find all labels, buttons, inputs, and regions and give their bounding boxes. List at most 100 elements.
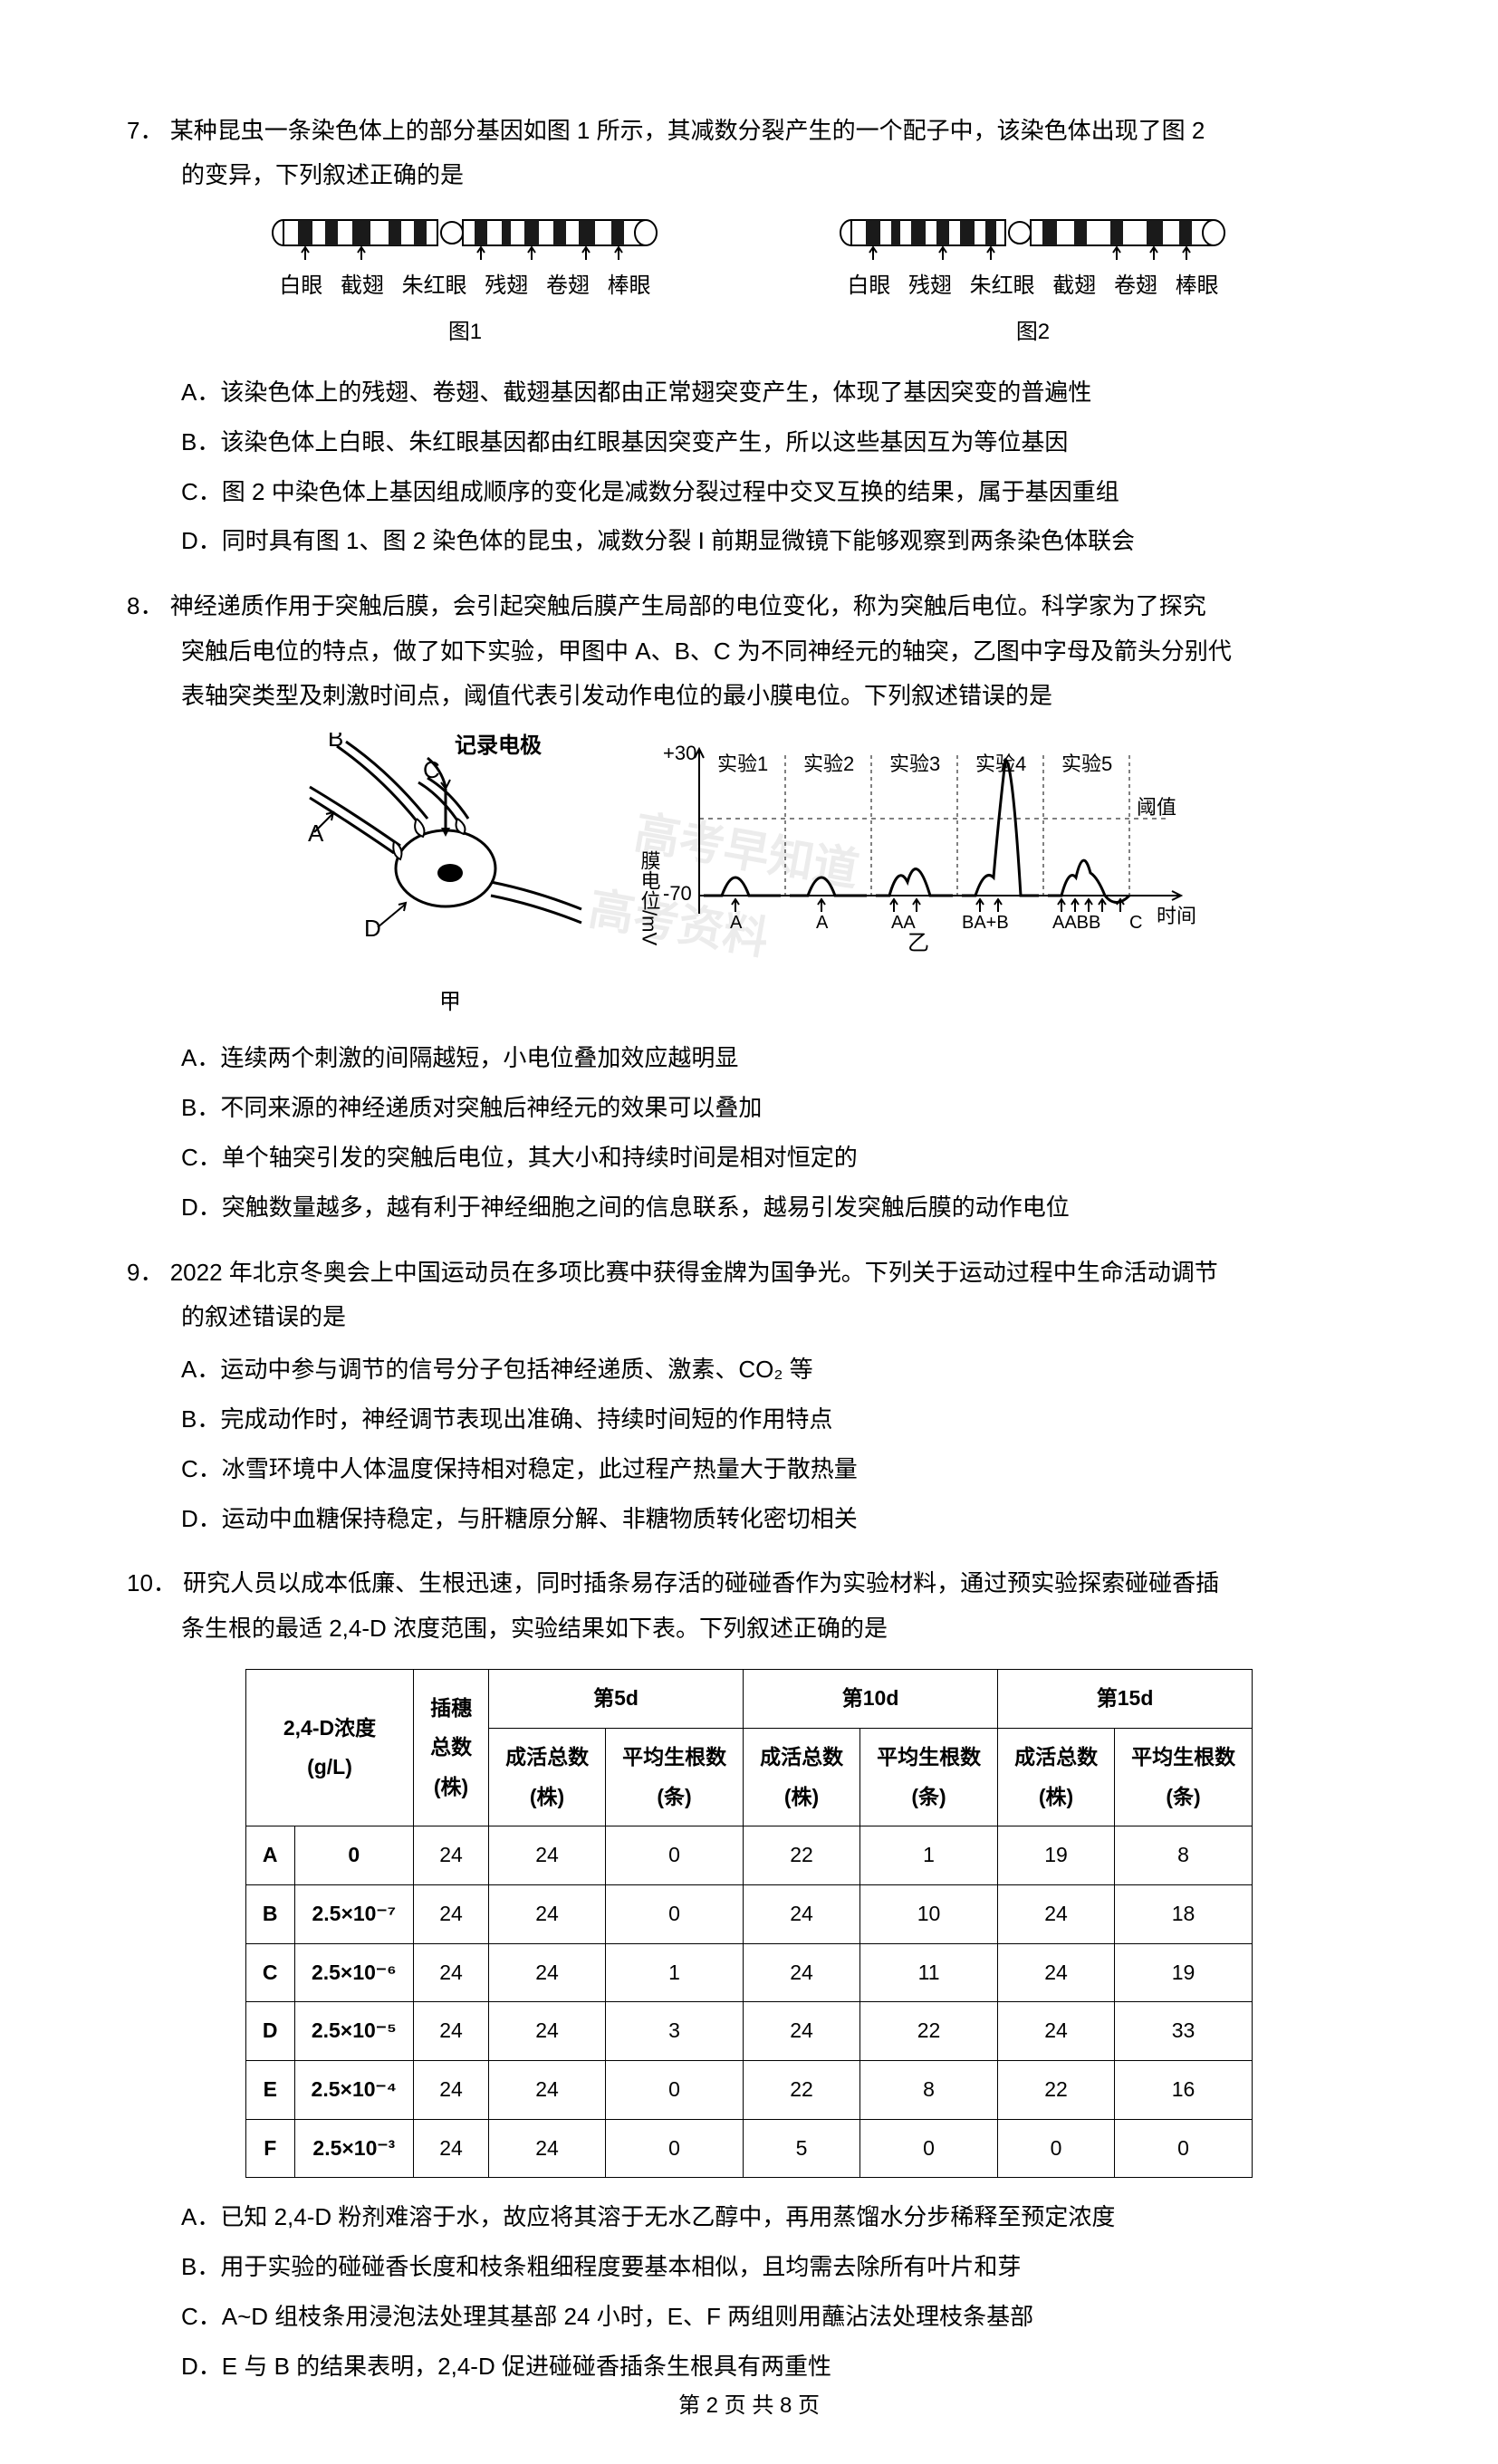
chromosome-fig2-svg xyxy=(839,216,1228,262)
th-d15-root: 平均生根数(条) xyxy=(1115,1728,1253,1826)
table-cell: 0 xyxy=(606,2061,744,2120)
table-cell: 0 xyxy=(606,1826,744,1885)
fig2-caption: 图2 xyxy=(839,312,1228,353)
f1-label-3: 残翅 xyxy=(485,265,528,307)
q8-opt-b-label: B． xyxy=(181,1094,220,1121)
table-body: A024240221198B2.5×10⁻⁷2424024102418C2.5×… xyxy=(245,1826,1252,2178)
q9-opt-a-label: A． xyxy=(181,1356,220,1383)
table-cell: 19 xyxy=(1115,1943,1253,2002)
table-cell: 24 xyxy=(489,1885,606,1944)
table-cell: 24 xyxy=(744,1885,860,1944)
th-total-sub1: 总数 xyxy=(430,1735,472,1759)
th-d5-surv-t: 成活总数 xyxy=(505,1745,589,1769)
table-cell: 2.5×10⁻³ xyxy=(294,2119,414,2178)
table-cell: 8 xyxy=(860,2061,998,2120)
table-cell: 2.5×10⁻⁵ xyxy=(294,2002,414,2061)
th-d15-root-t: 平均生根数 xyxy=(1131,1745,1235,1769)
th-d15-surv-t: 成活总数 xyxy=(1014,1745,1098,1769)
diagram-jia: 记录电极 A B xyxy=(301,733,600,1022)
exp4-label: 实验4 xyxy=(975,753,1026,775)
table-cell: 3 xyxy=(606,2002,744,2061)
ymin-label: -70 xyxy=(663,882,692,905)
exp2-label: 实验2 xyxy=(803,753,854,775)
table-cell: 8 xyxy=(1115,1826,1253,1885)
q8-number: 8． xyxy=(127,592,163,619)
f2-label-4: 卷翅 xyxy=(1114,265,1157,307)
table-cell: 24 xyxy=(414,1885,489,1944)
table-cell: 16 xyxy=(1115,2061,1253,2120)
q10-opt-b-label: B． xyxy=(181,2253,220,2280)
jia-caption: 甲 xyxy=(301,982,600,1023)
f2-label-2: 朱红眼 xyxy=(970,265,1035,307)
table-row: B2.5×10⁻⁷2424024102418 xyxy=(245,1885,1252,1944)
q7-opt-b-label: B． xyxy=(181,428,220,455)
diagram-yi: +30 -70 膜电位/mV 时间 阈值 实验1 实验2 实验3 xyxy=(636,733,1197,1022)
table-row: A024240221198 xyxy=(245,1826,1252,1885)
f1-label-0: 白眼 xyxy=(279,265,322,307)
exp1-label: 实验1 xyxy=(717,753,768,775)
q8-stem-cont1: 突触后电位的特点，做了如下实验，甲图中 A、B、C 为不同神经元的轴突，乙图中字… xyxy=(127,629,1371,674)
q10-opt-c-label: C． xyxy=(181,2303,222,2330)
th-d5-surv-u: (株) xyxy=(530,1785,564,1808)
xtick-2: AA xyxy=(891,913,916,933)
table-cell: 24 xyxy=(744,2002,860,2061)
q10-opt-b: 用于实验的碰碰香长度和枝条粗细程度要基本相似，且均需去除所有叶片和芽 xyxy=(220,2253,1021,2280)
q9-opt-b: 完成动作时，神经调节表现出准确、持续时间短的作用特点 xyxy=(220,1405,832,1433)
f1-label-1: 截翅 xyxy=(341,265,384,307)
fig1-caption: 图1 xyxy=(271,312,660,353)
table-cell: E xyxy=(245,2061,294,2120)
q10-opt-d-label: D． xyxy=(181,2353,222,2380)
table-cell: 24 xyxy=(489,2119,606,2178)
table-cell: B xyxy=(245,1885,294,1944)
table-row: F2.5×10⁻³242405000 xyxy=(245,2119,1252,2178)
table-cell: 0 xyxy=(294,1826,414,1885)
question-10: 10． 研究人员以成本低廉、生根迅速，同时插条易存活的碰碰香作为实验材料，通过预… xyxy=(127,1561,1371,2387)
q8-opt-a-label: A． xyxy=(181,1044,220,1071)
th-conc-text: 2,4-D浓度 xyxy=(283,1716,376,1740)
exp3-label: 实验3 xyxy=(889,753,940,775)
table-cell: 24 xyxy=(998,1943,1115,2002)
question-8: 8． 神经递质作用于突触后膜，会引起突触后膜产生局部的电位变化，称为突触后电位。… xyxy=(127,584,1371,1228)
q7-opt-c: 图 2 中染色体上基因组成顺序的变化是减数分裂过程中交叉互换的结果，属于基因重组 xyxy=(222,478,1119,505)
q9-stem-cont: 的叙述错误的是 xyxy=(127,1295,1371,1339)
th-d15-surv: 成活总数(株) xyxy=(998,1728,1115,1826)
question-7: 7． 某种昆虫一条染色体上的部分基因如图 1 所示，其减数分裂产生的一个配子中，… xyxy=(127,109,1371,562)
xtick-4: AABB xyxy=(1052,913,1100,933)
q7-stem-cont: 的变异，下列叙述正确的是 xyxy=(127,153,1371,197)
q10-opt-c: A~D 组枝条用浸泡法处理其基部 24 小时，E、F 两组则用蘸沾法处理枝条基部 xyxy=(222,2303,1033,2330)
ylabel: 膜电位/mV xyxy=(639,850,661,945)
q8-opt-d: 突触数量越多，越有利于神经细胞之间的信息联系，越易引发突触后膜的动作电位 xyxy=(222,1194,1070,1221)
table-cell: 24 xyxy=(489,2002,606,2061)
q7-number: 7． xyxy=(127,117,163,144)
table-cell: 0 xyxy=(606,2119,744,2178)
table-cell: 24 xyxy=(414,2061,489,2120)
q9-opt-d: 运动中血糖保持稳定，与肝糖原分解、非糖物质转化密切相关 xyxy=(222,1505,858,1532)
question-9: 9． 2022 年北京冬奥会上中国运动员在多项比赛中获得金牌为国争光。下列关于运… xyxy=(127,1251,1371,1540)
q8-opt-c-label: C． xyxy=(181,1144,222,1171)
q7-opt-a: 该染色体上的残翅、卷翅、截翅基因都由正常翅突变产生，体现了基因突变的普遍性 xyxy=(220,379,1091,406)
table-cell: 22 xyxy=(744,1826,860,1885)
th-d5-root-u: (条) xyxy=(657,1785,691,1808)
th-d10-surv-u: (株) xyxy=(784,1785,819,1808)
th-conc-unit: (g/L) xyxy=(307,1755,352,1778)
q9-options: A．运动中参与调节的信号分子包括神经递质、激素、CO₂ 等 B．完成动作时，神经… xyxy=(181,1348,1371,1539)
f2-label-0: 白眼 xyxy=(847,265,890,307)
th-total-sub2: (株) xyxy=(434,1775,468,1798)
th-day5: 第5d xyxy=(489,1670,744,1729)
threshold-label: 阈值 xyxy=(1137,796,1176,819)
q7-stem: 某种昆虫一条染色体上的部分基因如图 1 所示，其减数分裂产生的一个配子中，该染色… xyxy=(170,117,1205,144)
f1-label-5: 棒眼 xyxy=(608,265,651,307)
q10-table: 2,4-D浓度 (g/L) 插穗 总数 (株) 第5d 第10d 第15d 成活… xyxy=(245,1669,1253,2178)
node-d-label: D xyxy=(364,915,381,942)
q8-opt-d-label: D． xyxy=(181,1194,222,1221)
th-day15: 第15d xyxy=(998,1670,1253,1729)
xlabel: 时间 xyxy=(1157,905,1196,927)
q7-opt-d-label: D． xyxy=(181,527,222,554)
q9-number: 9． xyxy=(127,1259,163,1286)
table-cell: 22 xyxy=(998,2061,1115,2120)
table-cell: 1 xyxy=(606,1943,744,2002)
chromosome-figures: 白眼 截翅 朱红眼 残翅 卷翅 棒眼 图1 xyxy=(181,216,1317,353)
th-d10-root: 平均生根数(条) xyxy=(860,1728,998,1826)
table-cell: 24 xyxy=(744,1943,860,2002)
q8-diagrams: 记录电极 A B xyxy=(127,733,1371,1022)
